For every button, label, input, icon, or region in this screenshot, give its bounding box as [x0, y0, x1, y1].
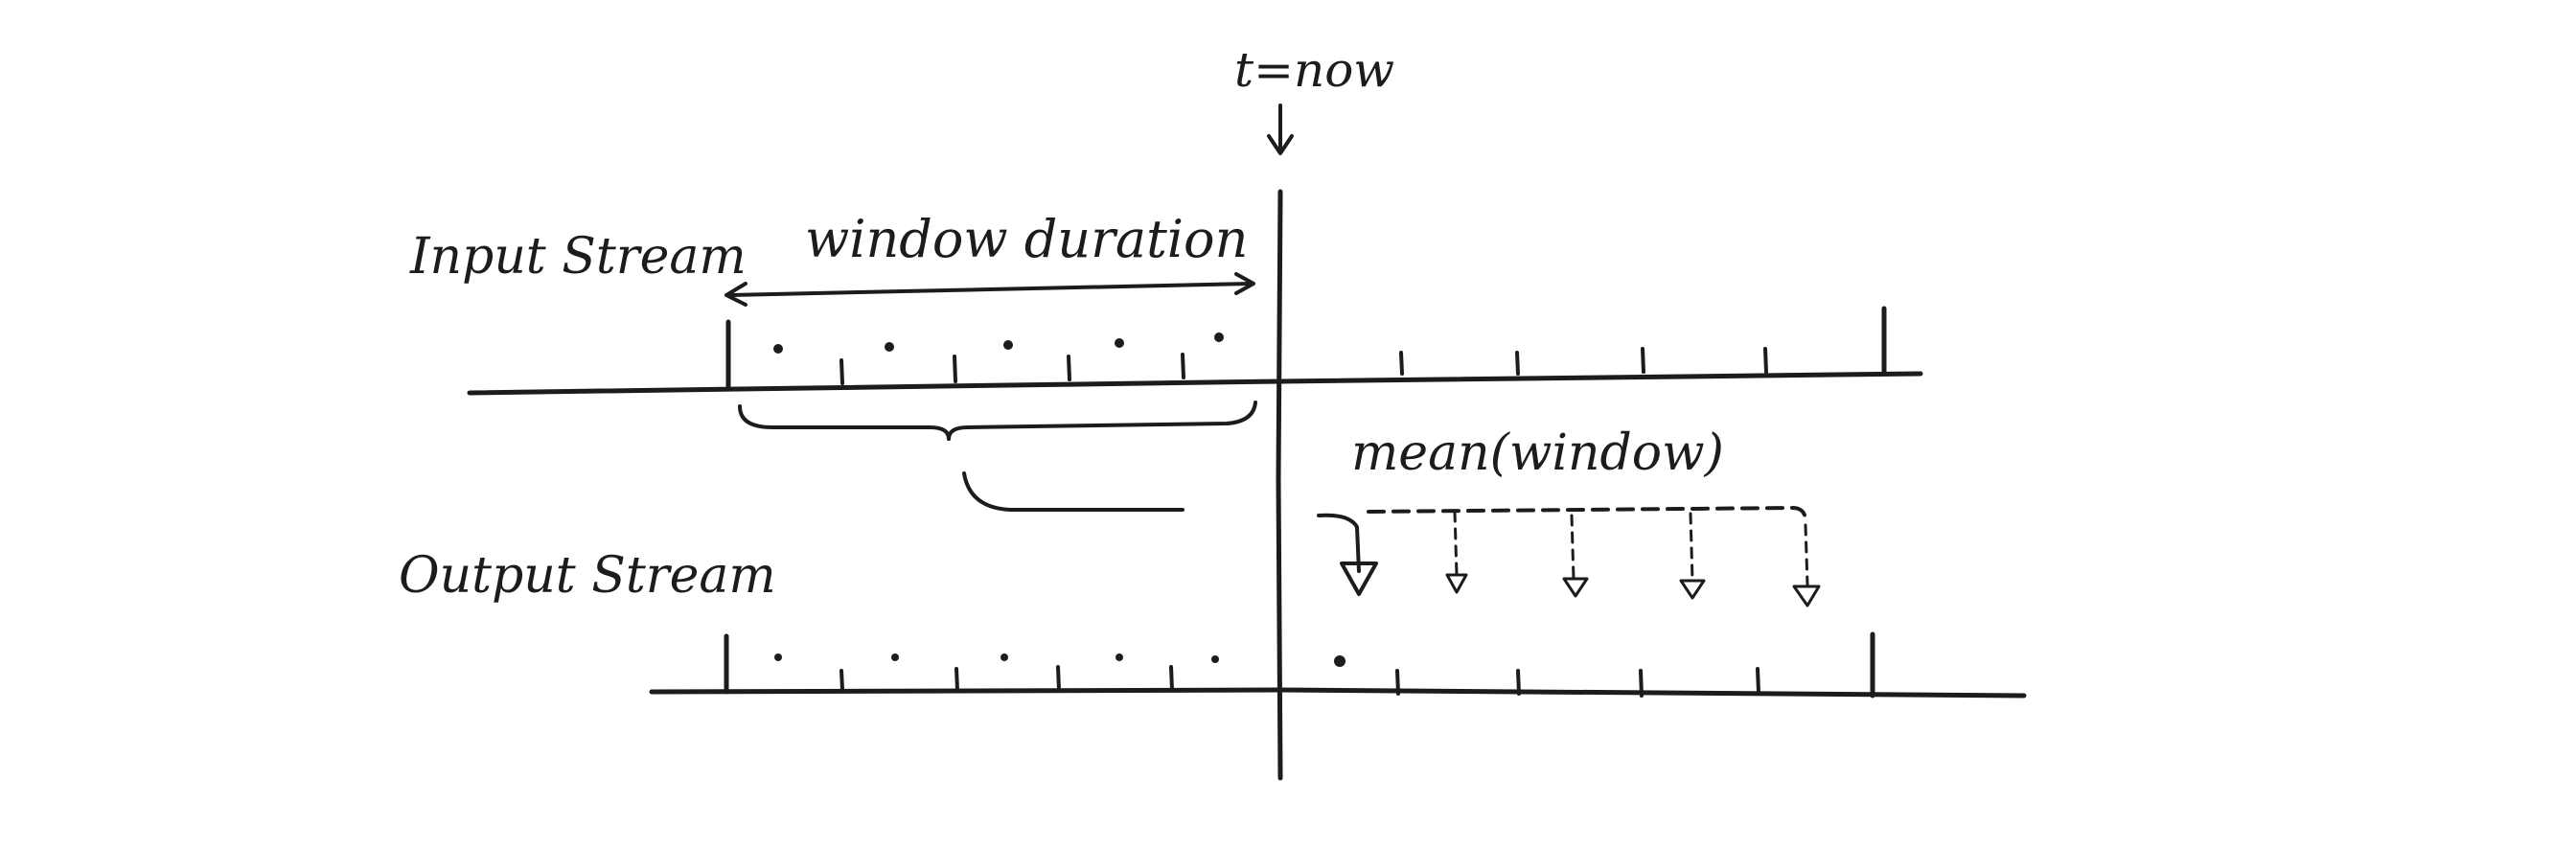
mean-window-label: mean(window)	[1351, 424, 1724, 482]
now-divider-line	[1276, 189, 1283, 781]
output-dashed-arrows	[1317, 506, 1821, 607]
window-duration-arrow	[724, 272, 1255, 307]
now-marker-label: t=now	[1234, 42, 1394, 98]
window-duration-label: window duration	[805, 209, 1248, 269]
input-stream-label: Input Stream	[409, 228, 747, 286]
output-stream-label: Output Stream	[399, 547, 776, 605]
input-stream-timeline	[467, 306, 1923, 396]
window-brace	[738, 401, 1257, 512]
output-stream-timeline	[649, 631, 2027, 699]
now-arrow-icon	[1267, 103, 1294, 155]
